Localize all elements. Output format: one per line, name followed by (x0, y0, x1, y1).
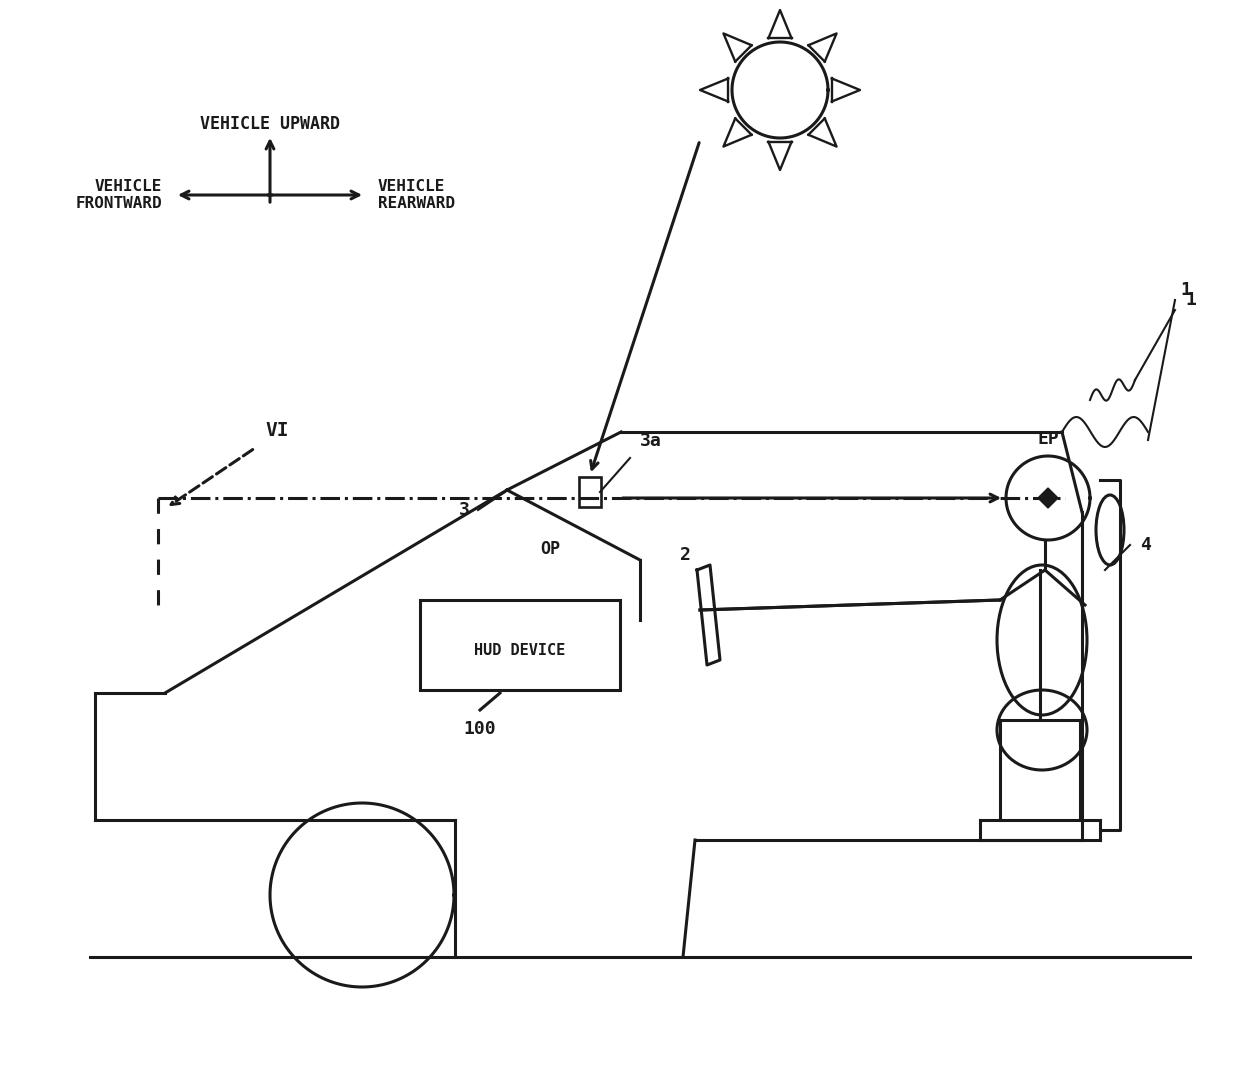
Text: 1: 1 (1180, 281, 1190, 299)
Text: VEHICLE UPWARD: VEHICLE UPWARD (200, 114, 340, 133)
Text: 3a: 3a (640, 432, 662, 450)
Bar (579, 477, 601, 507)
Text: VI: VI (265, 421, 289, 440)
Text: 2: 2 (680, 546, 691, 564)
Bar (420, 600, 620, 690)
Text: 3: 3 (459, 501, 470, 519)
Text: VEHICLE
FRONTWARD: VEHICLE FRONTWARD (76, 179, 162, 211)
Polygon shape (1038, 488, 1058, 508)
Text: 4: 4 (1140, 536, 1151, 554)
Text: OP: OP (539, 540, 560, 557)
Text: 100: 100 (464, 720, 496, 738)
Text: HUD DEVICE: HUD DEVICE (475, 642, 565, 657)
Text: 1: 1 (1185, 291, 1195, 309)
Text: EP: EP (1037, 430, 1059, 448)
Text: VEHICLE
REARWARD: VEHICLE REARWARD (378, 179, 455, 211)
